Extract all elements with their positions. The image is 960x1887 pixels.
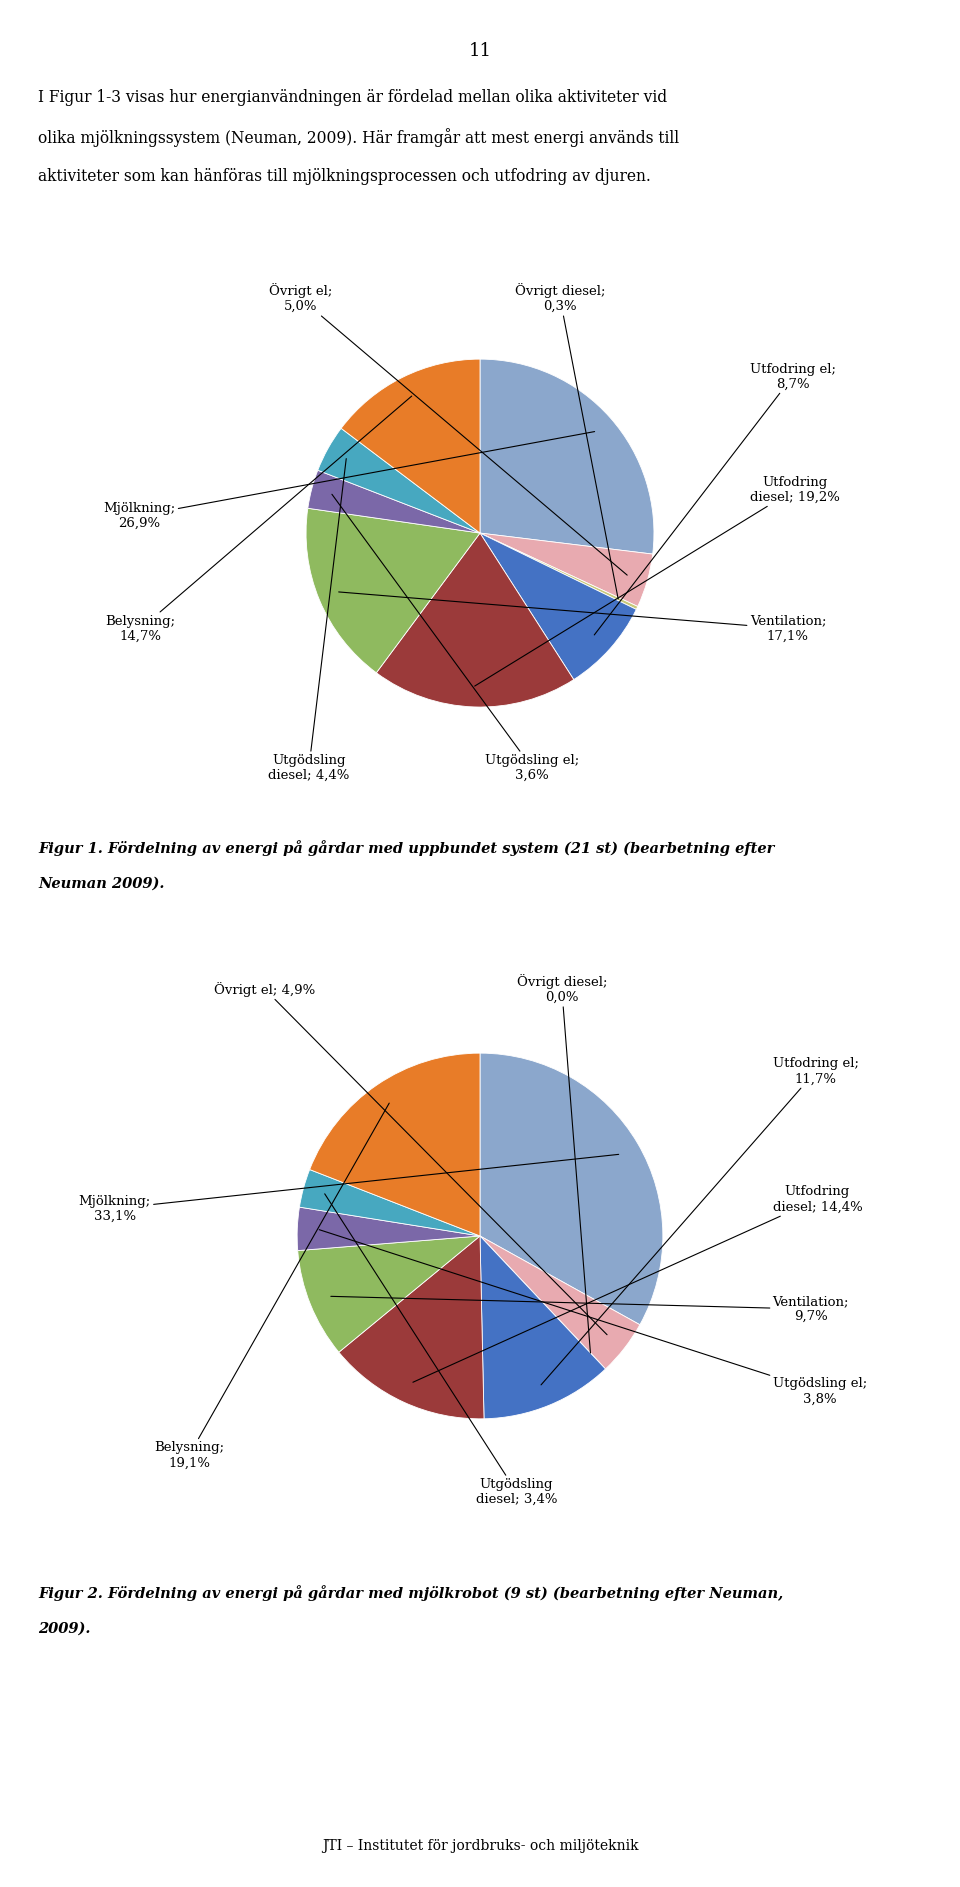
Text: Utfodring
diesel; 14,4%: Utfodring diesel; 14,4%: [413, 1185, 862, 1383]
Text: Ventilation;
17,1%: Ventilation; 17,1%: [339, 593, 827, 643]
Wedge shape: [480, 532, 636, 679]
Wedge shape: [480, 359, 654, 555]
Text: aktiviteter som kan hänföras till mjölkningsprocessen och utfodring av djuren.: aktiviteter som kan hänföras till mjölkn…: [38, 168, 651, 185]
Wedge shape: [318, 428, 480, 532]
Text: Utfodring
diesel; 19,2%: Utfodring diesel; 19,2%: [474, 476, 839, 687]
Wedge shape: [339, 1236, 484, 1419]
Text: Figur 2. Fördelning av energi på gårdar med mjölkrobot (9 st) (bearbetning efter: Figur 2. Fördelning av energi på gårdar …: [38, 1585, 783, 1600]
Wedge shape: [480, 1236, 606, 1419]
Wedge shape: [298, 1236, 480, 1353]
Wedge shape: [480, 1053, 662, 1325]
Wedge shape: [480, 532, 637, 610]
Wedge shape: [341, 359, 480, 532]
Wedge shape: [298, 1208, 480, 1251]
Text: Utgödsling
diesel; 4,4%: Utgödsling diesel; 4,4%: [268, 459, 349, 781]
Wedge shape: [480, 1236, 606, 1368]
Text: 2009).: 2009).: [38, 1621, 91, 1636]
Wedge shape: [300, 1170, 480, 1236]
Text: Övrigt el; 4,9%: Övrigt el; 4,9%: [214, 981, 607, 1334]
Text: Utgödsling el;
3,6%: Utgödsling el; 3,6%: [332, 494, 579, 781]
Text: Övrigt diesel;
0,0%: Övrigt diesel; 0,0%: [516, 974, 607, 1353]
Text: Mjölkning;
26,9%: Mjölkning; 26,9%: [104, 432, 594, 530]
Text: Övrigt diesel;
0,3%: Övrigt diesel; 0,3%: [515, 283, 618, 598]
Text: Belysning;
19,1%: Belysning; 19,1%: [154, 1104, 389, 1470]
Text: Utgödsling
diesel; 3,4%: Utgödsling diesel; 3,4%: [324, 1194, 558, 1506]
Text: Neuman 2009).: Neuman 2009).: [38, 876, 165, 891]
Wedge shape: [310, 1053, 480, 1236]
Wedge shape: [308, 470, 480, 532]
Text: Mjölkning;
33,1%: Mjölkning; 33,1%: [79, 1155, 618, 1223]
Text: Figur 1. Fördelning av energi på gårdar med uppbundet system (21 st) (bearbetnin: Figur 1. Fördelning av energi på gårdar …: [38, 840, 775, 855]
Wedge shape: [376, 532, 574, 708]
Wedge shape: [480, 1236, 640, 1368]
Wedge shape: [480, 532, 653, 606]
Text: 11: 11: [468, 42, 492, 60]
Text: Utfodring el;
8,7%: Utfodring el; 8,7%: [594, 362, 835, 634]
Text: Utgödsling el;
3,8%: Utgödsling el; 3,8%: [320, 1230, 867, 1406]
Text: JTI – Institutet för jordbruks- och miljöteknik: JTI – Institutet för jordbruks- och milj…: [322, 1840, 638, 1853]
Wedge shape: [306, 508, 480, 674]
Text: Belysning;
14,7%: Belysning; 14,7%: [106, 396, 412, 643]
Text: Ventilation;
9,7%: Ventilation; 9,7%: [331, 1294, 849, 1323]
Text: I Figur 1-3 visas hur energianvändningen är fördelad mellan olika aktiviteter vi: I Figur 1-3 visas hur energianvändningen…: [38, 89, 667, 106]
Text: Övrigt el;
5,0%: Övrigt el; 5,0%: [269, 283, 627, 576]
Text: olika mjölkningssystem (Neuman, 2009). Här framgår att mest energi används till: olika mjölkningssystem (Neuman, 2009). H…: [38, 128, 680, 147]
Text: Utfodring el;
11,7%: Utfodring el; 11,7%: [541, 1057, 858, 1385]
